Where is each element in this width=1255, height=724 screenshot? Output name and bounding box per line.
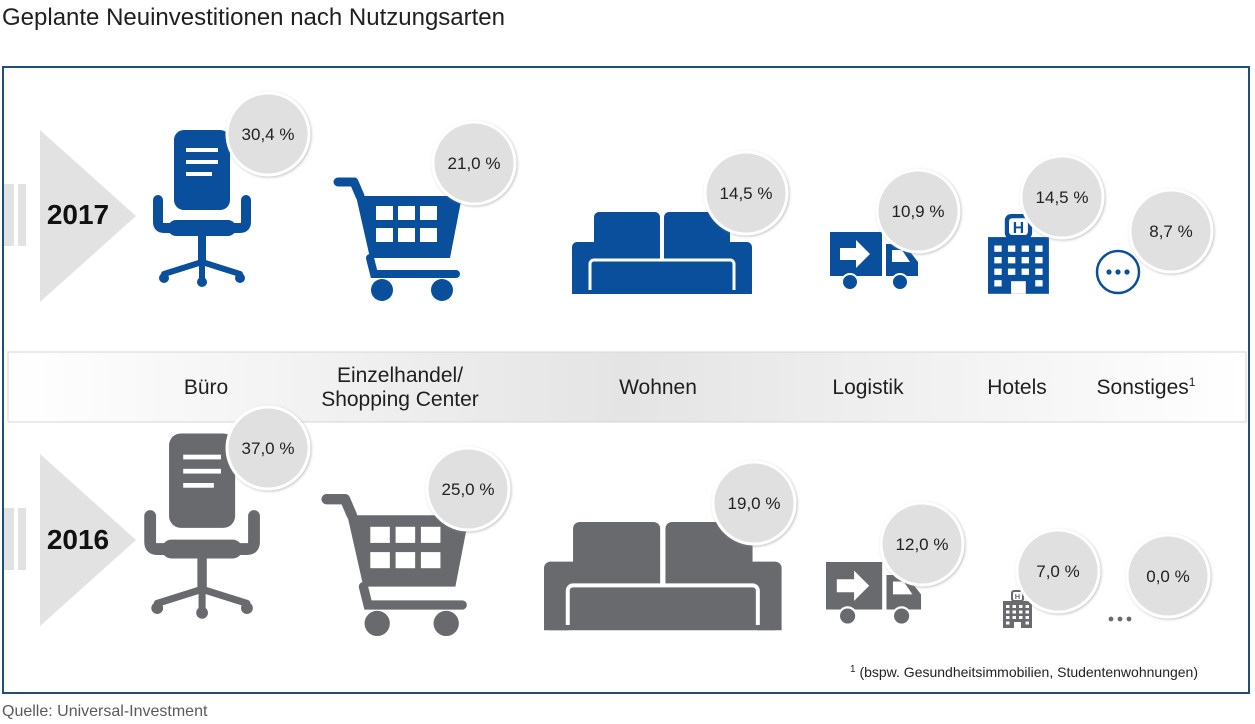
data-label-2017-0: 30,4 % <box>242 125 295 144</box>
svg-text:H: H <box>1015 592 1020 601</box>
year-label-2017: 2017 <box>47 199 109 230</box>
value-bubble-2016-5: 0,0 % <box>1125 533 1211 619</box>
category-band <box>7 351 1247 423</box>
data-label-2017-3: 10,9 % <box>892 202 945 221</box>
value-bubble-2017-1: 21,0 % <box>431 120 517 206</box>
year-arrow-2017 <box>4 130 136 302</box>
category-label-2: Wohnen <box>619 376 697 399</box>
office-chair-icon-2016 <box>144 433 260 619</box>
value-bubble-2017-5: 8,7 % <box>1128 188 1214 274</box>
footnote-marker: 1 <box>1189 375 1196 389</box>
data-label-2016-3: 12,0 % <box>896 535 949 554</box>
hotel-icon-2017: H <box>988 214 1049 294</box>
category-label-0: Büro <box>184 376 228 399</box>
data-label-2017-5: 8,7 % <box>1149 222 1192 241</box>
value-bubble-2016-4: 7,0 % <box>1015 528 1101 614</box>
hotel-icon-2016: H <box>1003 590 1032 628</box>
chart-title: Geplante Neuinvestitionen nach Nutzungsa… <box>2 4 505 31</box>
data-label-2017-1: 21,0 % <box>448 154 501 173</box>
source-note: Quelle: Universal-Investment <box>2 703 208 720</box>
value-bubble-2017-2: 14,5 % <box>703 150 789 236</box>
data-label-2016-5: 0,0 % <box>1146 567 1189 586</box>
data-label-2017-2: 14,5 % <box>720 184 773 203</box>
sofa-icon-2016 <box>544 522 782 633</box>
category-label-3: Logistik <box>832 376 904 399</box>
ellipsis-icon-2017 <box>1095 249 1141 295</box>
footnote: 1 (bspw. Gesundheitsimmobilien, Studente… <box>850 664 1198 680</box>
data-label-2016-1: 25,0 % <box>442 480 495 499</box>
ellipsis-icon-2016 <box>1108 616 1132 622</box>
data-label-2017-4: 14,5 % <box>1036 188 1089 207</box>
category-label-1-line0: Einzelhandel/ <box>337 364 463 387</box>
office-chair-icon-2017 <box>153 130 251 287</box>
data-label-2016-2: 19,0 % <box>728 494 781 513</box>
value-bubble-2017-3: 10,9 % <box>875 168 961 254</box>
value-bubble-2017-4: 14,5 % <box>1019 154 1105 240</box>
value-bubble-2016-1: 25,0 % <box>425 446 511 532</box>
value-bubble-2016-0: 37,0 % <box>225 405 311 491</box>
value-bubble-2016-2: 19,0 % <box>711 460 797 546</box>
svg-text:H: H <box>1013 220 1024 237</box>
value-bubble-2016-3: 12,0 % <box>879 501 965 587</box>
year-label-2016: 2016 <box>47 524 109 555</box>
sofa-icon-2017 <box>572 212 752 296</box>
data-label-2016-0: 37,0 % <box>242 439 295 458</box>
value-bubble-2017-0: 30,4 % <box>225 91 311 177</box>
year-arrow-2016 <box>4 454 136 626</box>
category-label-1-line1: Shopping Center <box>321 388 479 411</box>
category-label-5: Sonstiges1 <box>1097 375 1196 399</box>
data-label-2016-4: 7,0 % <box>1036 562 1079 581</box>
category-label-4: Hotels <box>987 376 1047 399</box>
truck-icon-2017 <box>830 232 918 291</box>
shopping-cart-icon-2016 <box>321 494 470 637</box>
shopping-cart-icon-2017 <box>333 177 462 301</box>
